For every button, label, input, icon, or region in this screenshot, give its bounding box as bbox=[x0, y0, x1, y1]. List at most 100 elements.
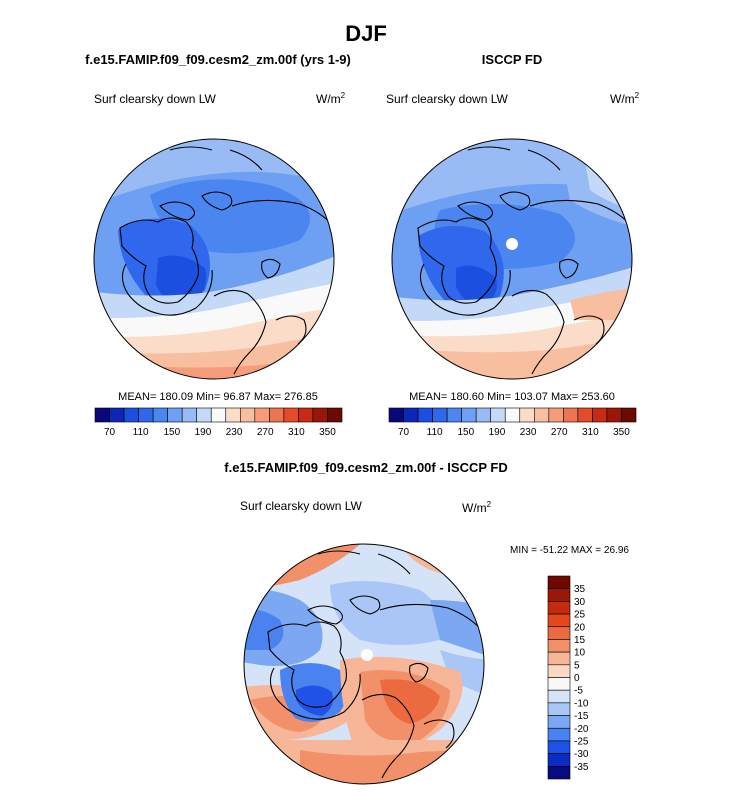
colorbar-tick-label: 310 bbox=[582, 427, 599, 438]
colorbar-swatch bbox=[547, 588, 571, 602]
colorbar-swatch bbox=[254, 407, 270, 423]
colorbar-swatch bbox=[547, 740, 571, 754]
colorbar-swatch bbox=[167, 407, 183, 423]
colorbar-swatch bbox=[446, 407, 462, 423]
colorbar-swatch bbox=[109, 407, 125, 423]
colorbar-swatch bbox=[519, 407, 535, 423]
colorbar-tick-label: 230 bbox=[226, 427, 243, 438]
colorbar-tick-label: 110 bbox=[427, 427, 443, 438]
panel-diff-pole-hole bbox=[361, 649, 373, 661]
colorbar-swatch bbox=[432, 407, 448, 423]
colorbar-swatch bbox=[592, 407, 608, 423]
colorbar-swatch bbox=[94, 407, 110, 423]
colorbar-tick-label: -30 bbox=[574, 749, 589, 760]
panel-model-stats: MEAN= 180.09 Min= 96.87 Max= 276.85 bbox=[118, 391, 318, 403]
panel-diff-stats: MIN = -51.22 MAX = 26.96 bbox=[510, 545, 629, 556]
panel-obs-pole-hole bbox=[506, 238, 518, 250]
colorbar-swatch bbox=[283, 407, 299, 423]
colorbar-tick-label: 150 bbox=[457, 427, 474, 438]
colorbar-tick-label: -5 bbox=[574, 686, 583, 697]
colorbar-tick-label: 70 bbox=[104, 427, 116, 438]
panel-obs-stats: MEAN= 180.60 Min= 103.07 Max= 253.60 bbox=[409, 391, 615, 403]
colorbar-tick-label: 5 bbox=[574, 660, 580, 671]
colorbar-tick-label: -25 bbox=[574, 736, 589, 747]
page-title: DJF bbox=[345, 21, 387, 46]
colorbar-swatch bbox=[547, 613, 571, 628]
colorbar-tick-label: 20 bbox=[574, 622, 586, 633]
colorbar-tick-label: 150 bbox=[163, 427, 180, 438]
colorbar-swatch bbox=[504, 407, 521, 423]
colorbar-tick-label: 350 bbox=[319, 427, 336, 438]
colorbar-swatch bbox=[181, 407, 198, 423]
colorbar-swatch bbox=[547, 766, 571, 780]
panel-diff-title: f.e15.FAMIP.f09_f09.cesm2_zm.00f - ISCCP… bbox=[224, 460, 507, 475]
panel-diff-units: W/m2 bbox=[462, 500, 492, 515]
colorbar-tick-label: 230 bbox=[520, 427, 537, 438]
colorbar-swatch bbox=[547, 727, 571, 742]
colorbar-swatch bbox=[547, 575, 571, 589]
panel-diff-map-outline bbox=[243, 543, 485, 785]
panel-obs-variable-label: Surf clearsky down LW bbox=[386, 92, 508, 106]
colorbar-tick-label: 15 bbox=[574, 635, 586, 646]
colorbar-swatch bbox=[547, 664, 571, 678]
panel-diff-variable-label: Surf clearsky down LW bbox=[240, 499, 362, 513]
colorbar-swatch bbox=[417, 407, 433, 423]
colorbar-swatch bbox=[547, 753, 571, 767]
colorbar-tick-label: 190 bbox=[489, 427, 506, 438]
colorbar-swatch bbox=[548, 407, 564, 423]
colorbar-swatch bbox=[547, 677, 571, 691]
colorbar-swatch bbox=[196, 407, 212, 423]
colorbar-swatch bbox=[312, 407, 328, 423]
colorbar-swatch bbox=[327, 407, 343, 423]
panel-obs-coastlines bbox=[417, 146, 632, 375]
panel-obs-map-outline bbox=[391, 138, 633, 380]
colorbar-tick-label: 30 bbox=[574, 597, 586, 608]
colorbar-swatch bbox=[547, 639, 571, 653]
colorbar-swatch bbox=[547, 702, 571, 716]
panel-obs-units: W/m2 bbox=[610, 91, 640, 106]
colorbar-swatch bbox=[461, 407, 477, 423]
colorbar-swatch bbox=[138, 407, 154, 423]
colorbar-swatch bbox=[547, 601, 571, 615]
panel-model: f.e15.FAMIP.f09_f09.cesm2_zm.00f (yrs 1-… bbox=[85, 52, 351, 438]
panel-obs-map bbox=[392, 139, 632, 379]
panel-diff-map bbox=[244, 544, 484, 784]
colorbar-swatch bbox=[403, 407, 419, 423]
colorbar-swatch bbox=[210, 407, 227, 423]
colorbar-tick-label: 35 bbox=[574, 584, 586, 595]
panel-obs-colorbar: 70 110 150 190 230 270 310 350 bbox=[388, 407, 637, 438]
colorbar-swatch bbox=[547, 651, 571, 666]
colorbar-tick-label: 270 bbox=[551, 427, 568, 438]
panel-model-title: f.e15.FAMIP.f09_f09.cesm2_zm.00f (yrs 1-… bbox=[85, 52, 351, 67]
colorbar-tick-label: 270 bbox=[257, 427, 274, 438]
colorbar-swatch bbox=[621, 407, 637, 423]
panel-model-variable-label: Surf clearsky down LW bbox=[94, 92, 216, 106]
colorbar-swatch bbox=[239, 407, 256, 423]
colorbar-swatch bbox=[577, 407, 593, 423]
colorbar-tick-label: -35 bbox=[574, 762, 589, 773]
colorbar-tick-label: 10 bbox=[574, 648, 586, 659]
colorbar-tick-label: 0 bbox=[574, 673, 580, 684]
colorbar-tick-label: 110 bbox=[133, 427, 149, 438]
colorbar-swatch bbox=[152, 407, 168, 423]
panel-model-units: W/m2 bbox=[316, 91, 346, 106]
colorbar-swatch bbox=[269, 407, 285, 423]
colorbar-swatch bbox=[533, 407, 550, 423]
colorbar-tick-label: 25 bbox=[574, 610, 586, 621]
colorbar-tick-label: 350 bbox=[613, 427, 630, 438]
colorbar-tick-label: -20 bbox=[574, 724, 589, 735]
colorbar-tick-label: 310 bbox=[288, 427, 305, 438]
colorbar-swatch bbox=[547, 626, 571, 640]
panel-diff-coastlines bbox=[267, 550, 484, 779]
panel-obs: ISCCP FD Surf clearsky down LW W/m2 bbox=[386, 52, 640, 438]
colorbar-swatch bbox=[225, 407, 241, 423]
colorbar-swatch bbox=[490, 407, 506, 423]
colorbar-tick-label: 70 bbox=[398, 427, 410, 438]
colorbar-swatch bbox=[563, 407, 579, 423]
panel-model-map-outline bbox=[93, 138, 335, 380]
colorbar-tick-label: -15 bbox=[574, 711, 589, 722]
colorbar-swatch bbox=[475, 407, 492, 423]
colorbar-swatch bbox=[547, 715, 571, 729]
colorbar-swatch bbox=[547, 689, 571, 704]
